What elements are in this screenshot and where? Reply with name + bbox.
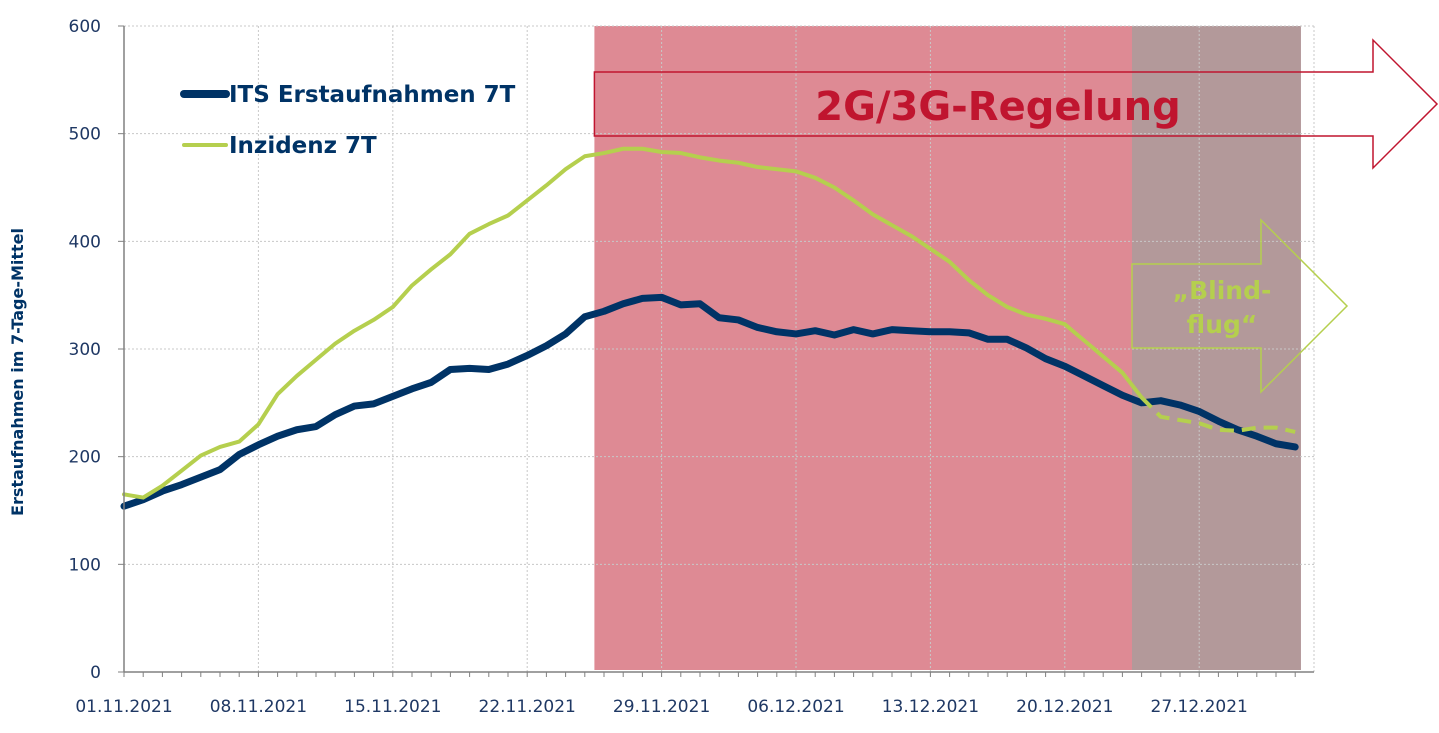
y-tick-label: 400 — [69, 232, 101, 252]
legend-label-2: Inzidenz 7T — [229, 133, 377, 159]
series-line-incidence-dashed — [1140, 396, 1296, 434]
x-tick-label: 20.12.2021 — [1016, 697, 1113, 717]
x-tick-label: 15.11.2021 — [344, 697, 441, 717]
legend: ITS Erstaufnahmen 7T Inzidenz 7T — [180, 82, 516, 159]
blindflug-arrow — [1131, 218, 1349, 394]
y-tick-label: 0 — [90, 663, 101, 683]
x-tick-label: 29.11.2021 — [613, 697, 710, 717]
y-tick-label: 600 — [69, 17, 101, 37]
annotations: 2G/3G-Regelung „Blind-flug“ — [593, 38, 1439, 394]
series-line-its — [120, 293, 1299, 510]
blindflug-label-line-1: „Blind- — [1173, 276, 1272, 305]
x-tick-label: 27.12.2021 — [1151, 697, 1248, 717]
legend-label-1: ITS Erstaufnahmen 7T — [229, 82, 516, 108]
x-tick-label: 13.12.2021 — [882, 697, 979, 717]
axes: 0 100 200 300 400 500 600 01.11.2021 08.11.2021 1… — [69, 17, 1314, 717]
x-tick-label: 22.11.2021 — [479, 697, 576, 717]
x-tick-label: 06.12.2021 — [747, 697, 844, 717]
blindflug-label-line-2: flug“ — [1187, 310, 1258, 339]
x-tick-label: 01.11.2021 — [75, 697, 172, 717]
y-axis-label: Erstaufnahmen im 7-Tage-Mittel — [8, 228, 27, 516]
regulation-label: 2G/3G-Regelung — [815, 84, 1181, 130]
series-lines — [120, 146, 1299, 510]
y-tick-label: 100 — [69, 555, 101, 575]
regulation-arrow — [593, 38, 1439, 170]
x-tick-label: 08.11.2021 — [210, 697, 307, 717]
y-tick-label: 200 — [69, 448, 101, 468]
y-tick-label: 500 — [69, 125, 101, 145]
y-tick-label: 300 — [69, 340, 101, 360]
series-line-incidence — [122, 146, 1144, 500]
